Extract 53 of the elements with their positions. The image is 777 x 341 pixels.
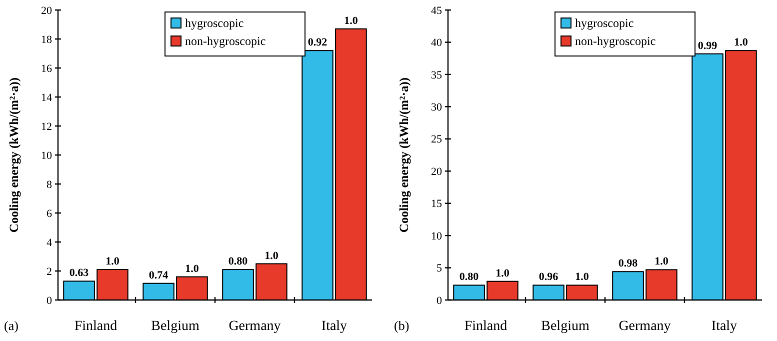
x-tick-label: Belgium xyxy=(541,319,590,334)
annotation: 0.96 xyxy=(538,271,559,284)
y-tick-label: 45 xyxy=(431,4,442,17)
y-tick-label: 16 xyxy=(41,62,52,75)
legend-label: hygroscopic xyxy=(575,16,634,30)
y-tick-label: 0 xyxy=(46,294,52,307)
x-tick-label: Finland xyxy=(464,319,508,334)
annotation: 1.0 xyxy=(496,267,510,280)
y-tick-label: 18 xyxy=(41,34,52,46)
annotation: 0.99 xyxy=(698,40,718,52)
x-tick-label: Belgium xyxy=(151,319,200,334)
y-tick-label: 20 xyxy=(41,4,52,17)
annotation: 1.0 xyxy=(185,262,200,275)
annotation: 0.80 xyxy=(459,271,480,284)
annotation: 0.74 xyxy=(148,269,169,282)
y-tick-label: 20 xyxy=(431,166,442,178)
legend-label: non-hygroscopic xyxy=(575,34,656,48)
y-tick-label: 25 xyxy=(431,134,442,146)
text: (b) xyxy=(394,318,410,333)
y-tick-label: 0 xyxy=(436,294,442,307)
annotation: 1.0 xyxy=(654,256,669,268)
annotation: 1.0 xyxy=(264,250,279,262)
y-tick-label: 35 xyxy=(431,69,442,82)
annotation: 0.98 xyxy=(618,258,638,270)
legend-label: hygroscopic xyxy=(185,16,244,30)
text: (a) xyxy=(4,318,18,333)
x-tick-label: Italy xyxy=(711,319,738,334)
annotation: 0.63 xyxy=(69,267,90,280)
y-tick-label: 14 xyxy=(41,92,52,104)
annotation: 1.0 xyxy=(344,14,358,27)
y-tick-label: 12 xyxy=(41,120,52,133)
y-axis-title: Cooling energy (kWh/(m²·a)) xyxy=(7,77,21,233)
y-tick-label: 8 xyxy=(46,178,52,191)
y-tick-label: 15 xyxy=(431,198,442,210)
x-tick-label: Germany xyxy=(618,319,671,334)
annotation: 0.80 xyxy=(228,256,248,268)
y-tick-label: 30 xyxy=(431,102,442,114)
x-tick-label: Italy xyxy=(321,319,348,334)
y-tick-label: 5 xyxy=(436,262,442,275)
x-tick-label: Finland xyxy=(74,319,118,334)
y-tick-label: 4 xyxy=(46,236,52,249)
annotation: 1.0 xyxy=(575,271,590,284)
y-tick-label: 10 xyxy=(431,230,442,242)
y-tick-label: 10 xyxy=(41,150,52,162)
y-tick-label: 6 xyxy=(46,208,52,220)
annotation: 1.0 xyxy=(106,256,120,268)
annotation: 0.92 xyxy=(308,36,328,49)
legend-label: non-hygroscopic xyxy=(185,34,266,48)
annotation: 1.0 xyxy=(734,36,748,49)
x-tick-label: Germany xyxy=(228,319,281,334)
y-tick-label: 2 xyxy=(46,266,52,278)
y-tick-label: 40 xyxy=(431,37,442,50)
y-axis-title: Cooling energy (kWh/(m²·a)) xyxy=(397,77,411,233)
